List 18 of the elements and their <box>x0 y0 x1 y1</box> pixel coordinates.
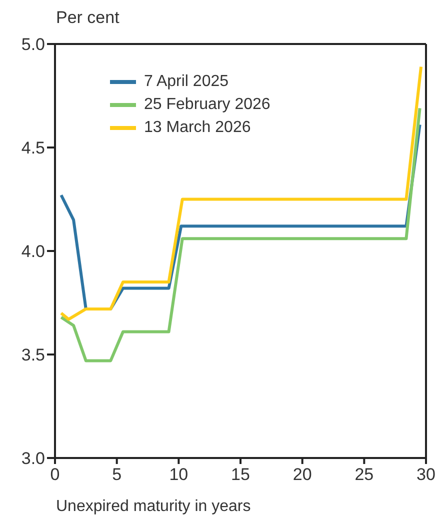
x-tick-label: 30 <box>416 465 436 484</box>
line-series <box>60 65 423 321</box>
x-axis-title: Unexpired maturity in years <box>56 498 251 516</box>
legend-label: 25 February 2026 <box>144 95 270 115</box>
x-tick-label: 10 <box>169 465 188 484</box>
y-axis-title: Per cent <box>56 8 120 28</box>
x-tick-label: 15 <box>231 465 250 484</box>
x-tick-label: 5 <box>112 465 122 484</box>
x-tick-label: 0 <box>50 465 60 484</box>
x-tick-label: 20 <box>292 465 312 484</box>
y-tick-label: 5.0 <box>21 35 45 54</box>
legend-label: 13 March 2026 <box>144 118 251 138</box>
legend-label: 7 April 2025 <box>144 72 229 92</box>
y-tick-label: 4.0 <box>21 242 45 262</box>
y-tick-label: 4.5 <box>21 138 45 158</box>
y-tick-label: 3.5 <box>21 346 45 365</box>
x-tick-label: 25 <box>354 465 374 484</box>
y-tick-label: 3.0 <box>21 449 45 468</box>
